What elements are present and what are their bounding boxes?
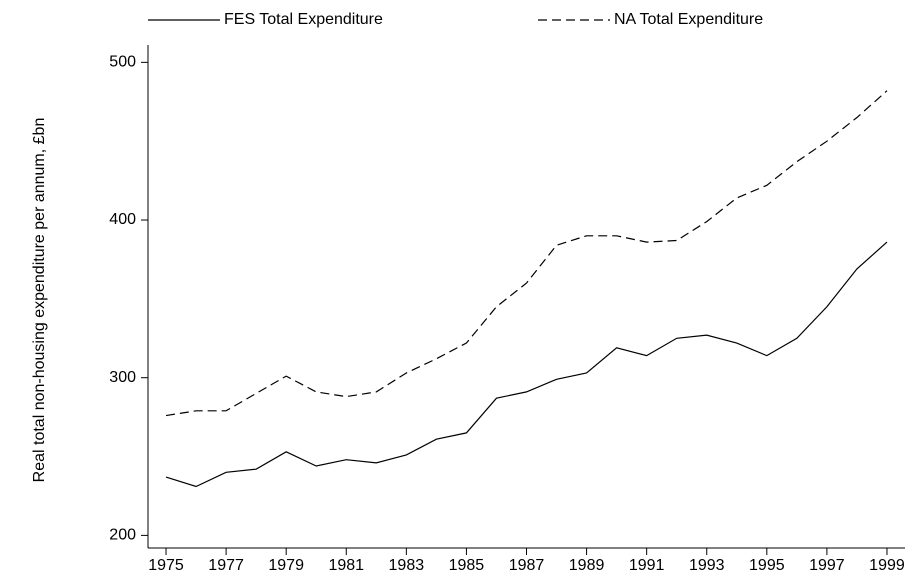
x-tick-label: 1987 [509, 557, 545, 574]
y-axis-label: Real total non-housing expenditure per a… [31, 118, 48, 483]
y-tick-label: 200 [109, 527, 136, 544]
y-tick-label: 400 [109, 211, 136, 228]
y-tick-label: 500 [109, 54, 136, 71]
legend-label: FES Total Expenditure [224, 11, 383, 28]
x-tick-label: 1989 [569, 557, 605, 574]
x-tick-label: 1985 [449, 557, 485, 574]
x-tick-label: 1979 [268, 557, 304, 574]
series-line [165, 90, 888, 417]
x-tick-label: 1975 [148, 557, 184, 574]
x-tick-label: 1993 [689, 557, 725, 574]
x-tick-label: 1999 [869, 557, 905, 574]
x-tick-label: 1997 [809, 557, 845, 574]
series-line [165, 241, 888, 488]
x-tick-label: 1983 [389, 557, 425, 574]
x-tick-label: 1981 [328, 557, 364, 574]
x-tick-label: 1977 [208, 557, 244, 574]
y-tick-label: 300 [109, 369, 136, 386]
x-tick-label: 1995 [749, 557, 785, 574]
x-tick-label: 1991 [629, 557, 665, 574]
legend-label: NA Total Expenditure [614, 11, 763, 28]
